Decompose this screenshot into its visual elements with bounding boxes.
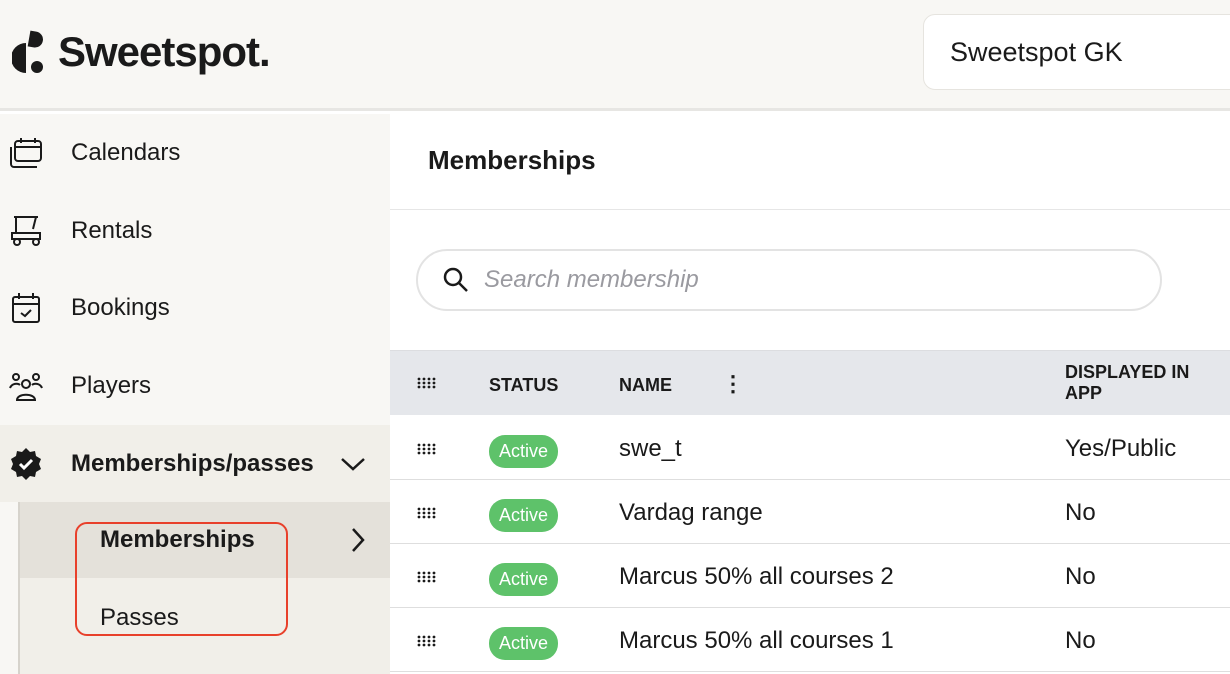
chevron-down-icon[interactable]	[340, 456, 366, 472]
search-input[interactable]	[484, 266, 1084, 294]
logo-text: Sweetspot.	[58, 28, 271, 75]
table-header: STATUS NAME ⋮ DISPLAYED IN APP	[390, 350, 1230, 415]
golf-cart-icon	[11, 216, 41, 246]
divider	[390, 209, 1230, 210]
sidebar-item-memberships-passes[interactable]: Memberships/passes	[0, 425, 390, 502]
users-icon	[9, 373, 43, 401]
table-row[interactable]: Active swe_t Yes/Public	[390, 416, 1230, 480]
sidebar-item-label: Memberships/passes	[71, 449, 314, 477]
table-row[interactable]: Active Vardag range No	[390, 480, 1230, 544]
workspace-selector[interactable]: Sweetspot GK	[923, 14, 1230, 90]
sidebar-item-label: Players	[71, 372, 152, 399]
displayed-in-app: No	[1065, 627, 1096, 654]
displayed-in-app: No	[1065, 499, 1096, 526]
search-icon	[443, 267, 468, 292]
verified-badge-icon	[11, 447, 41, 480]
column-menu-icon[interactable]: ⋮	[722, 371, 744, 396]
drag-handle-icon[interactable]	[416, 507, 438, 519]
membership-name[interactable]: Marcus 50% all courses 2	[619, 563, 894, 590]
column-header-displayed[interactable]: DISPLAYED IN APP	[1065, 362, 1190, 403]
sidebar-item-players[interactable]: Players	[0, 347, 390, 425]
drag-handle-icon[interactable]	[416, 571, 438, 583]
logo[interactable]: Sweetspot.	[12, 28, 271, 76]
drag-handle-icon[interactable]	[416, 443, 438, 455]
sweetspot-logo-icon	[12, 30, 43, 73]
sidebar: Calendars Rentals Bookings Players Membe…	[0, 114, 390, 674]
sidebar-item-label: Calendars	[71, 139, 181, 166]
drag-handle-icon[interactable]	[416, 377, 438, 389]
column-header-name[interactable]: NAME	[619, 375, 672, 395]
drag-handle-icon[interactable]	[416, 635, 438, 647]
sidebar-subitem-memberships[interactable]: Memberships	[18, 502, 390, 578]
column-header-status[interactable]: STATUS	[489, 375, 559, 395]
membership-name[interactable]: Vardag range	[619, 499, 763, 526]
sidebar-item-label: Rentals	[71, 217, 153, 244]
displayed-in-app: No	[1065, 563, 1096, 590]
calendar-check-icon	[12, 293, 40, 323]
status-badge: Active	[489, 627, 559, 660]
header: Sweetspot. Sweetspot GK	[0, 0, 1230, 111]
sidebar-subitem-label: Memberships	[100, 526, 255, 553]
status-badge: Active	[489, 499, 559, 532]
status-badge: Active	[489, 435, 559, 468]
membership-name[interactable]: swe_t	[619, 435, 682, 462]
search-box[interactable]	[416, 249, 1162, 311]
chevron-right-icon	[352, 528, 365, 552]
table-row[interactable]: Active Marcus 50% all courses 2 No	[390, 544, 1230, 608]
sidebar-item-label: Bookings	[71, 294, 170, 321]
sidebar-item-bookings[interactable]: Bookings	[0, 269, 390, 347]
calendars-icon	[10, 138, 42, 168]
sidebar-item-calendars[interactable]: Calendars	[0, 114, 390, 192]
table-row[interactable]: Active Marcus 50% all courses 1 No	[390, 608, 1230, 672]
status-badge: Active	[489, 563, 559, 596]
sidebar-subitem-label: Passes	[100, 604, 179, 631]
membership-name[interactable]: Marcus 50% all courses 1	[619, 627, 894, 654]
displayed-in-app: Yes/Public	[1065, 435, 1177, 462]
sidebar-item-rentals[interactable]: Rentals	[0, 192, 390, 270]
page-title: Memberships	[428, 145, 596, 175]
highlight-annotation	[75, 522, 288, 636]
